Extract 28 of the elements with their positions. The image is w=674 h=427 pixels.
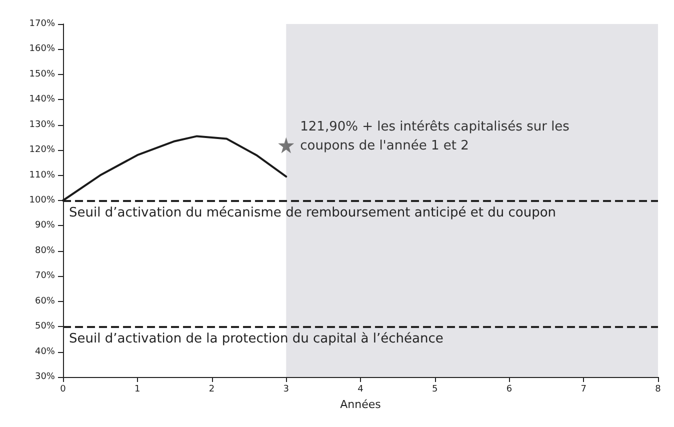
x-tick-label: 4: [358, 384, 364, 394]
y-tick-label: 140%: [29, 94, 56, 105]
y-tick-label: 80%: [34, 246, 56, 256]
y-tick-label: 110%: [29, 170, 56, 180]
y-tick-label: 120%: [29, 145, 56, 156]
x-tick-label: 1: [134, 384, 140, 394]
y-tick-label: 70%: [34, 271, 56, 282]
x-tick-label: 8: [655, 384, 662, 394]
y-tick-label: 170%: [29, 19, 56, 29]
x-tick-label: 3: [283, 384, 289, 394]
y-tick-label: 60%: [34, 296, 56, 306]
y-tick-label: 100%: [29, 196, 56, 206]
y-tick-label: 50%: [34, 322, 56, 332]
annotation: 121,90% + les intérêts capitalisés sur les coupons de l'année 1 et 2: [300, 119, 574, 154]
y-tick-label: 40%: [34, 346, 56, 357]
ref-line-label: Seuil d’activation de la protection du capital à l’échéance: [69, 332, 444, 347]
y-tick-label: 30%: [34, 372, 56, 382]
x-tick-label: 7: [580, 384, 586, 394]
x-tick-label: 6: [506, 384, 512, 394]
x-tick-label: 5: [432, 384, 438, 394]
y-tick-label: 130%: [29, 120, 56, 130]
ref-line-label: Seuil d’activation du mécanisme de remboursement anticipé et du coupon: [69, 206, 556, 220]
x-tick-label: 0: [60, 384, 66, 394]
y-tick-label: 90%: [34, 220, 56, 231]
y-tick-label: 150%: [29, 69, 56, 80]
x-axis-title: Années: [340, 398, 382, 411]
y-tick-label: 160%: [29, 44, 56, 54]
x-tick-label: 2: [208, 384, 215, 394]
